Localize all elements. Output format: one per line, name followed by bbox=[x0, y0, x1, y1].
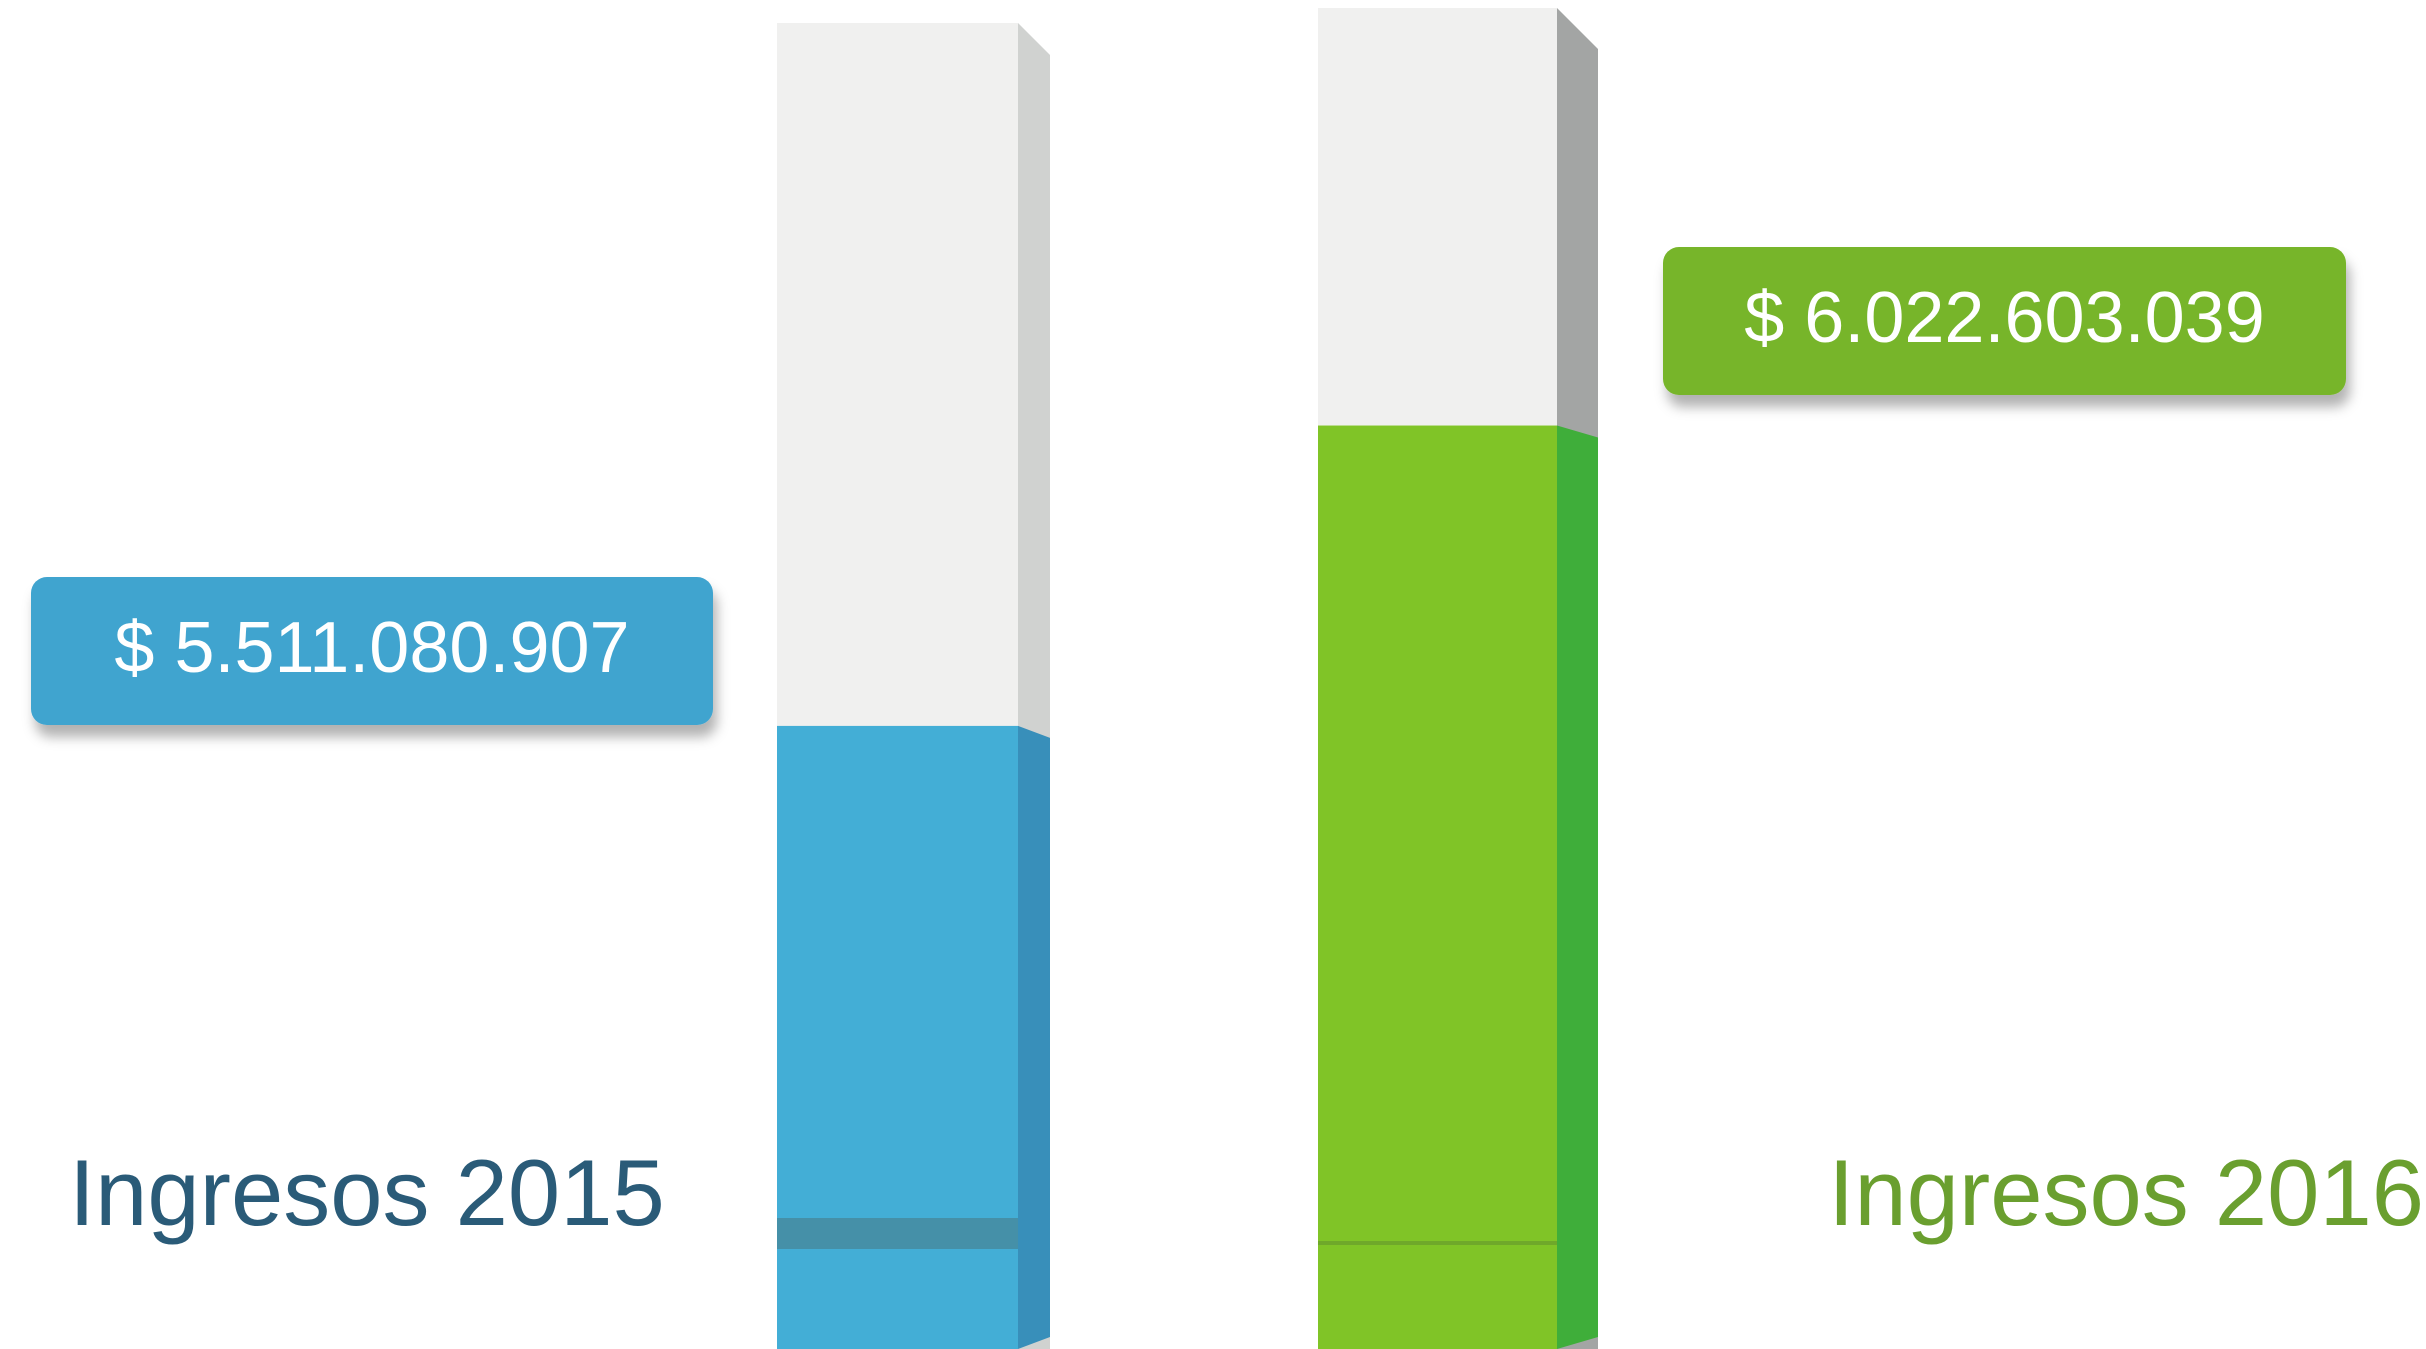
bar bbox=[777, 725, 1018, 1349]
bar bbox=[1318, 425, 1557, 1349]
value-label: $ 6.022.603.039 bbox=[1744, 278, 2265, 358]
bar-stripe bbox=[777, 1218, 1018, 1249]
bar-side bbox=[1018, 725, 1050, 1349]
value-box bbox=[31, 577, 713, 725]
bar-side bbox=[1557, 425, 1598, 1349]
category-label: Ingresos 2016 bbox=[1828, 1140, 2424, 1245]
value-label: $ 5.511.080.907 bbox=[114, 608, 629, 688]
category-label: Ingresos 2015 bbox=[69, 1140, 665, 1245]
value-box bbox=[1663, 247, 2346, 395]
bar-stripe bbox=[1318, 1241, 1557, 1245]
